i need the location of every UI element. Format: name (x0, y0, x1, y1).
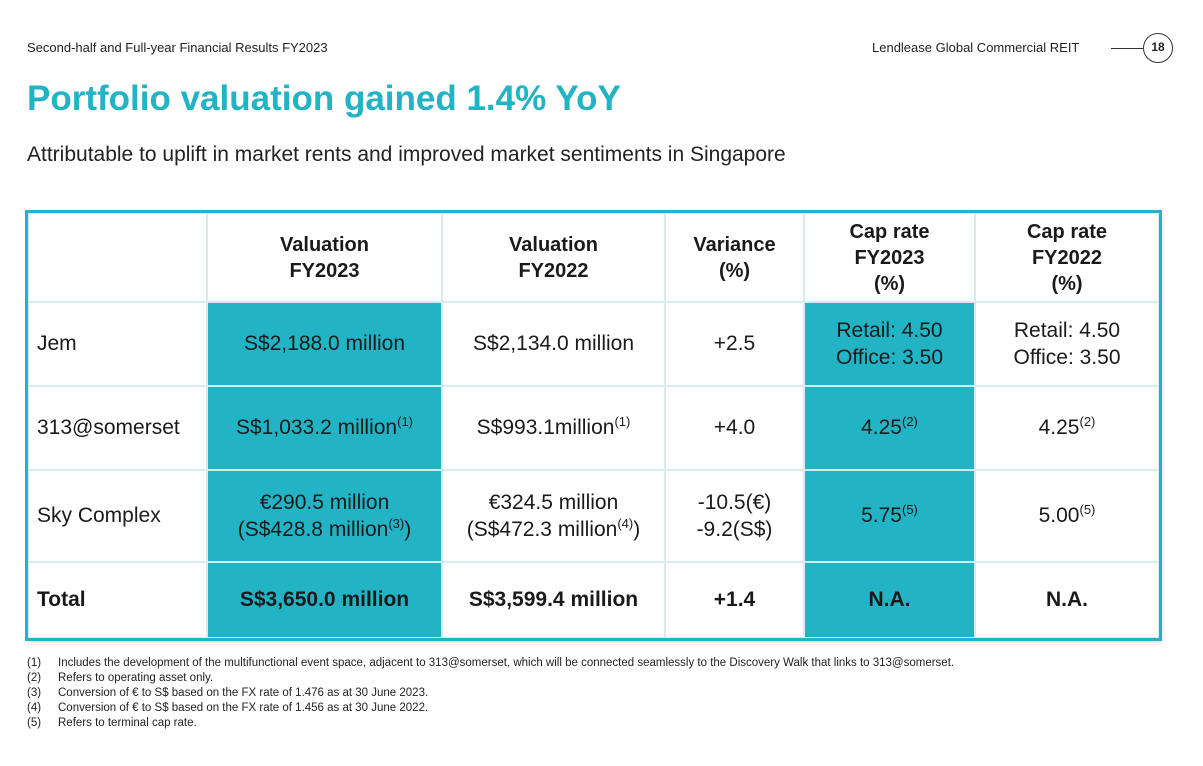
valuation-fy2022-cell: S$3,599.4 million (441, 561, 666, 639)
cap-rate-fy2023-cell: Retail: 4.50 Office: 3.50 (803, 301, 976, 387)
variance-cell: +4.0 (664, 385, 805, 471)
valuation-fy2023-cell: S$1,033.2 million(1) (206, 385, 443, 471)
valuation-fy2022-cell: S$993.1million(1) (441, 385, 666, 471)
footnote-item: (2) Refers to operating asset only. (27, 671, 954, 686)
footnote-ref: (2) (901, 414, 918, 430)
footnote-ref: (1) (614, 414, 631, 430)
footnote-number: (2) (27, 672, 42, 684)
footnote-item: (4) Conversion of € to S$ based on the FX… (27, 701, 954, 716)
table-row-sky-complex: Sky Complex €290.5 million (S$428.8 milli… (27, 469, 1160, 563)
cap-rate-fy2023-cell: 5.75(5) (803, 469, 976, 563)
row-label: Sky Complex (27, 469, 208, 563)
variance-cell: +2.5 (664, 301, 805, 387)
valuation-fy2023-cell: €290.5 million (S$428.8 million(3)) (206, 469, 443, 563)
variance-cell: -10.5(€) -9.2(S$) (664, 469, 805, 563)
footnote-number: (3) (27, 687, 42, 699)
cap-rate-fy2022-cell: N.A. (974, 561, 1160, 639)
slide-title: Portfolio valuation gained 1.4% YoY (27, 79, 621, 118)
table-header-row: Valuation FY2023 Valuation FY2022 Variance… (27, 212, 1160, 303)
footnote-text: Refers to operating asset only. (58, 672, 214, 684)
footnotes: (1) Includes the development of the multi… (27, 656, 954, 731)
variance-cell: +1.4 (664, 561, 805, 639)
table-row-313somerset: 313@somerset S$1,033.2 million(1) S$993.… (27, 385, 1160, 471)
header-cap-rate-fy2023: Cap rate FY2023 (%) (803, 212, 976, 303)
cap-rate-fy2022-cell: 4.25(2) (974, 385, 1160, 471)
cap-rate-fy2023-cell: 4.25(2) (803, 385, 976, 471)
footnote-number: (1) (27, 657, 42, 669)
footnote-text: Refers to terminal cap rate. (58, 717, 197, 729)
header-divider (1111, 48, 1143, 49)
footnote-text: Conversion of € to S$ based on the FX ra… (58, 702, 429, 714)
valuation-table: Valuation FY2023 Valuation FY2022 Variance… (25, 210, 1162, 641)
footnote-item: (1) Includes the development of the multi… (27, 656, 954, 671)
footnote-item: (5) Refers to terminal cap rate. (27, 716, 954, 731)
report-title-header: Second-half and Full-year Financial Resu… (27, 40, 328, 55)
cap-rate-fy2023-cell: N.A. (803, 561, 976, 639)
row-label: Jem (27, 301, 208, 387)
valuation-fy2023-cell: S$2,188.0 million (206, 301, 443, 387)
footnote-ref: (5) (901, 502, 918, 518)
valuation-fy2022-cell: S$2,134.0 million (441, 301, 666, 387)
footnote-ref: (3) (388, 516, 405, 531)
valuation-fy2023-cell: S$3,650.0 million (206, 561, 443, 639)
footnote-ref: (4) (617, 516, 634, 531)
header-valuation-fy2022: Valuation FY2022 (441, 212, 666, 303)
table-row-jem: Jem S$2,188.0 million S$2,134.0 million … (27, 301, 1160, 387)
row-label: Total (27, 561, 208, 639)
cap-rate-fy2022-cell: Retail: 4.50 Office: 3.50 (974, 301, 1160, 387)
company-name-header: Lendlease Global Commercial REIT (872, 40, 1080, 55)
footnote-number: (5) (27, 717, 42, 729)
footnote-text: Includes the development of the multifun… (58, 657, 955, 669)
row-label: 313@somerset (27, 385, 208, 471)
valuation-fy2022-cell: €324.5 million (S$472.3 million(4)) (441, 469, 666, 563)
footnote-ref: (2) (1079, 414, 1096, 430)
footnote-number: (4) (27, 702, 42, 714)
footnote-text: Conversion of € to S$ based on the FX ra… (58, 687, 429, 699)
header-valuation-fy2023: Valuation FY2023 (206, 212, 443, 303)
footnote-ref: (5) (1079, 502, 1096, 518)
page-number-badge: 18 (1143, 33, 1173, 63)
slide-subtitle: Attributable to uplift in market rents a… (27, 143, 786, 166)
header-cap-rate-fy2022: Cap rate FY2022 (%) (974, 212, 1160, 303)
cap-rate-fy2022-cell: 5.00(5) (974, 469, 1160, 563)
footnote-item: (3) Conversion of € to S$ based on the FX… (27, 686, 954, 701)
table-row-total: Total S$3,650.0 million S$3,599.4 millio… (27, 561, 1160, 639)
header-variance: Variance (%) (664, 212, 805, 303)
footnote-ref: (1) (397, 414, 413, 430)
header-cell-empty (27, 212, 208, 303)
